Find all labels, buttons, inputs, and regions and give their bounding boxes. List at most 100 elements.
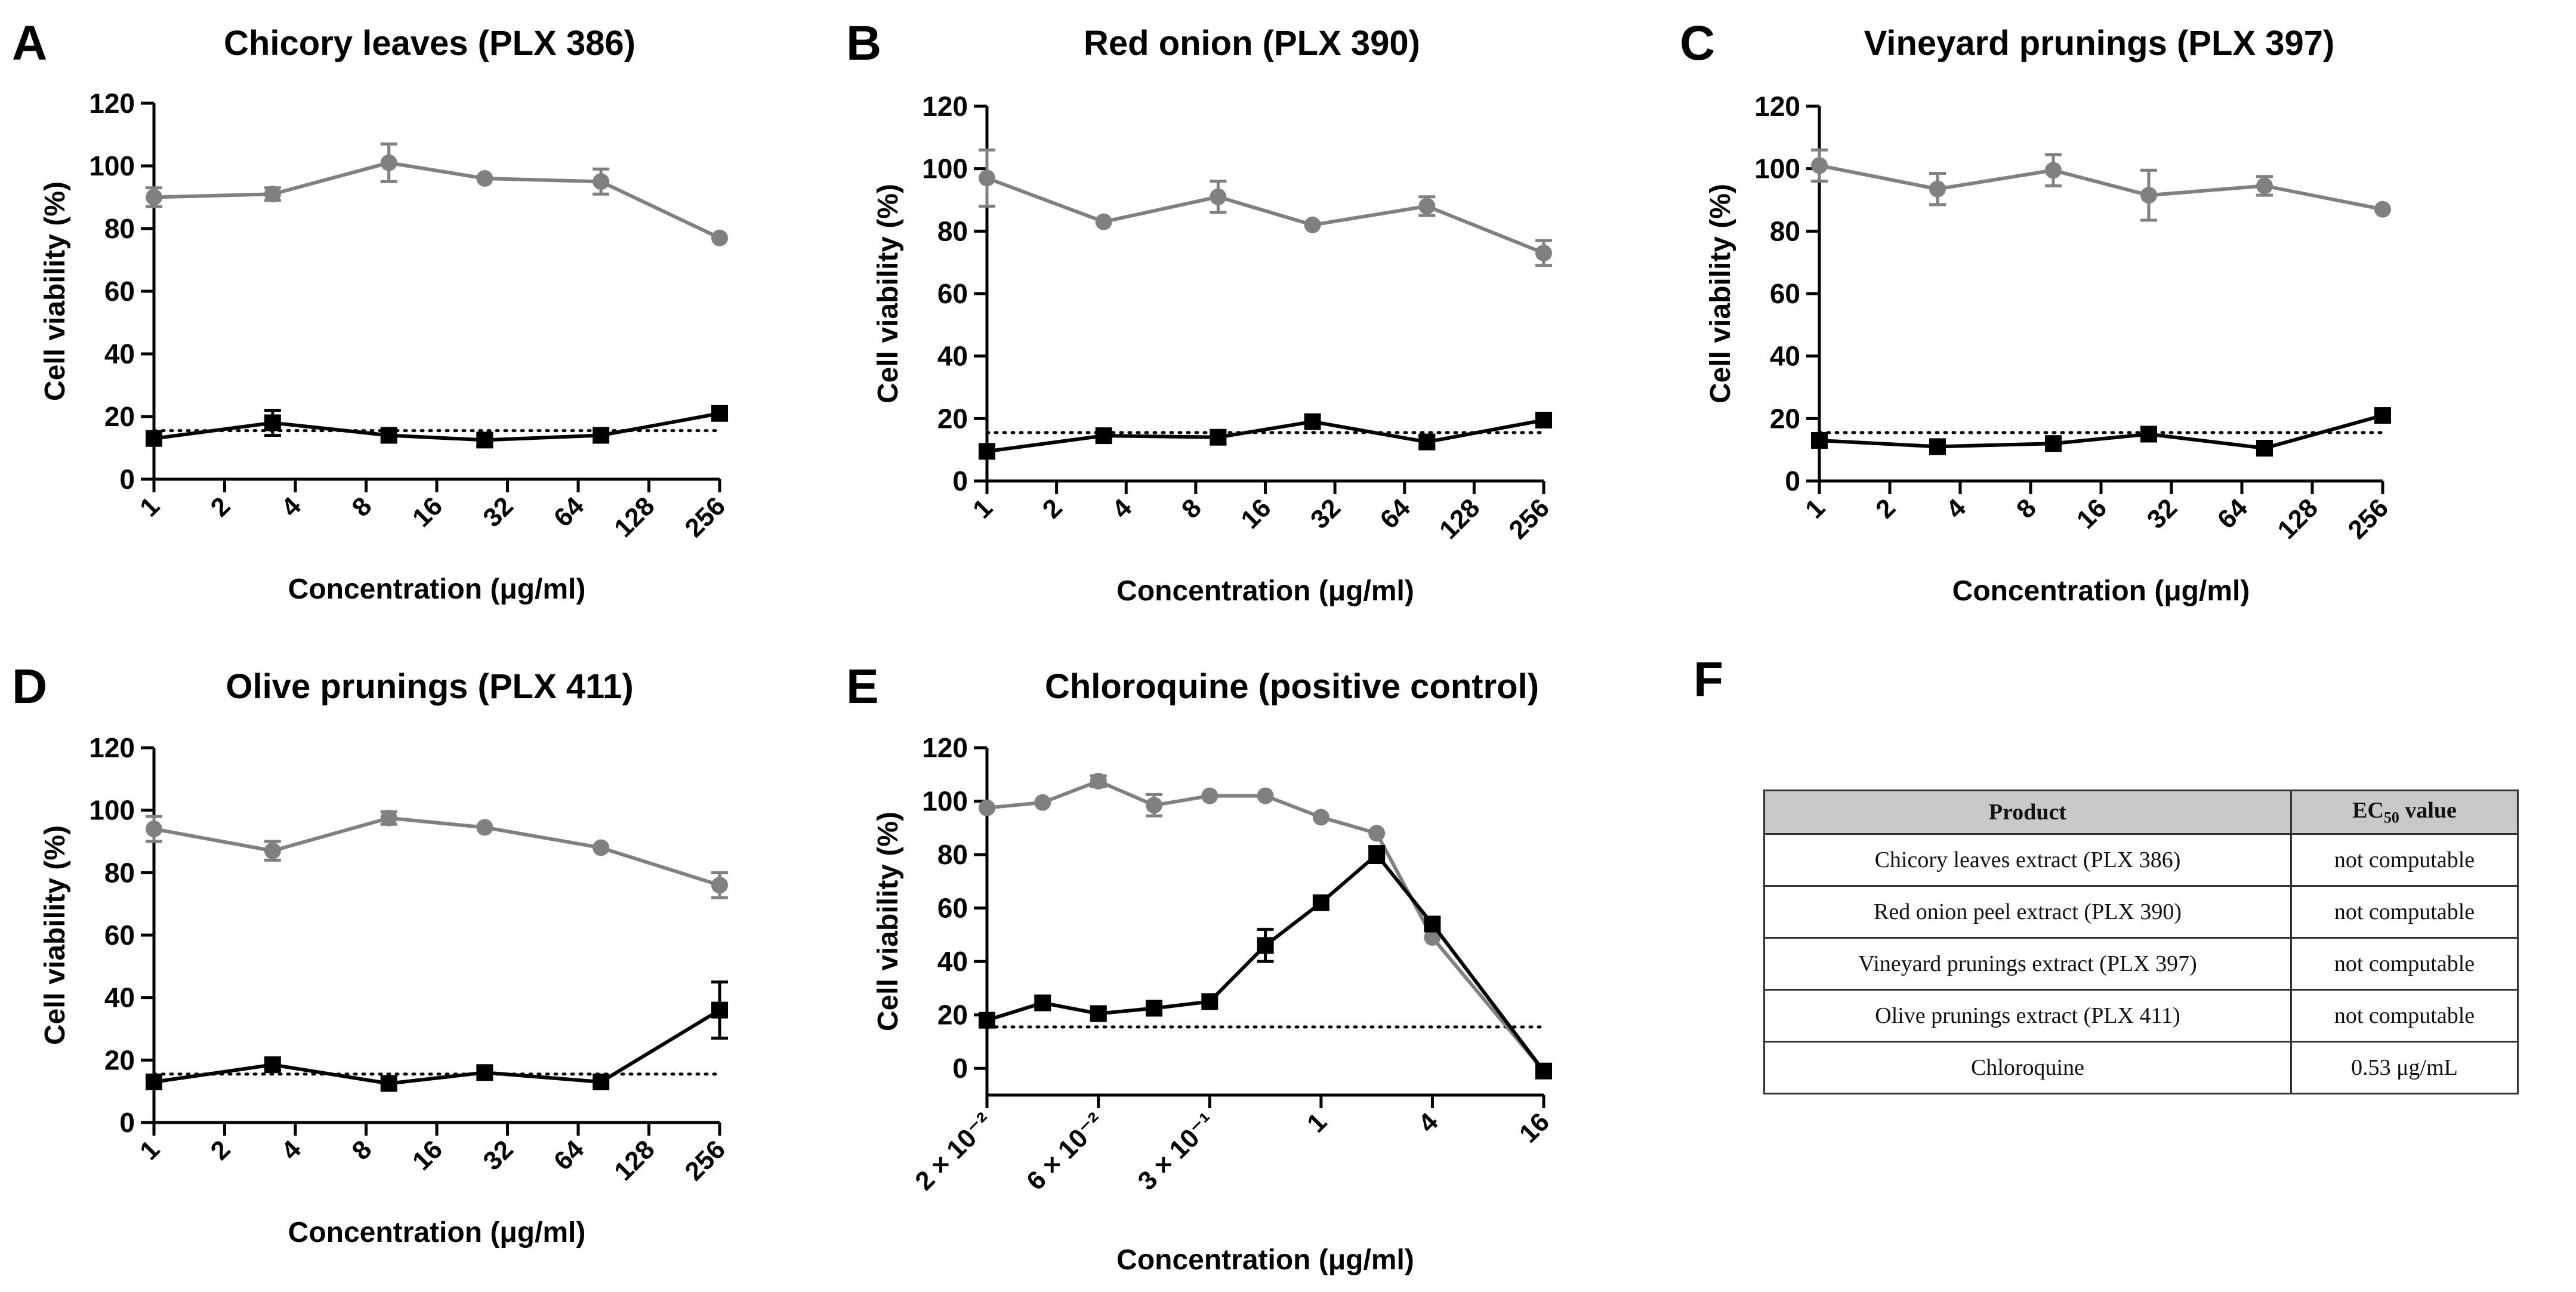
data-point — [1418, 433, 1436, 451]
data-point — [593, 839, 610, 856]
y-tick-label: 20 — [1770, 403, 1800, 434]
ec50-cell: 0.53 μg/mL — [2290, 1041, 2519, 1094]
product-cell: Chicory leaves extract (PLX 386) — [1763, 833, 2292, 887]
chart-title: Chicory leaves (PLX 386) — [224, 24, 635, 63]
y-tick-label: 100 — [89, 150, 135, 181]
chart-panel-e: E Chloroquine (positive control) 0 20 40 60 80… — [846, 659, 1555, 1276]
data-point — [380, 427, 397, 444]
y-tick-label: 60 — [937, 893, 968, 924]
data-point — [264, 414, 281, 431]
y-tick-label: 80 — [937, 839, 968, 870]
x-tick-label: 6 × 10⁻² — [1021, 1107, 1110, 1196]
y-tick-label: 0 — [119, 464, 135, 495]
data-point — [1146, 1000, 1163, 1017]
chart-panel-c: C Vineyard prunings (PLX 397) 0 20 40 60 80 100… — [1680, 16, 2394, 607]
y-tick-label: 20 — [104, 1044, 135, 1075]
panel-letter: D — [12, 659, 47, 714]
y-tick-label: 60 — [1770, 278, 1800, 309]
y-tick-label: 20 — [937, 1000, 968, 1031]
data-point — [1811, 157, 1828, 174]
data-point — [2044, 162, 2062, 179]
series-line — [986, 176, 1545, 255]
data-point — [2256, 440, 2273, 457]
x-tick-label: 32 — [477, 491, 519, 532]
x-tick-label: 32 — [477, 1134, 519, 1176]
data-point — [1034, 794, 1051, 811]
chart-title: Vineyard prunings (PLX 397) — [1864, 24, 2335, 63]
y-axis-label: Cell viability (%) — [872, 812, 904, 1031]
data-point — [146, 189, 162, 206]
data-point — [979, 169, 995, 187]
x-tick-label: 64 — [548, 1134, 590, 1176]
x-tick-label: 4 — [276, 1134, 307, 1165]
data-point — [1201, 787, 1218, 804]
x-tick-label: 2 — [205, 491, 236, 522]
data-point — [1090, 1005, 1107, 1022]
table-row: Vineyard prunings extract (PLX 397) not c… — [1763, 937, 2519, 991]
panel-letter: B — [846, 16, 881, 70]
series-line — [153, 411, 720, 442]
table-row: Chicory leaves extract (PLX 386) not comp… — [1763, 833, 2519, 887]
y-tick-label: 80 — [104, 213, 135, 244]
data-point — [979, 799, 995, 816]
series-black-squares — [146, 980, 728, 1092]
x-tick-label: 8 — [2011, 493, 2042, 524]
x-tick-label: 4 — [1413, 1107, 1444, 1138]
y-axis-label: Cell viability (%) — [39, 825, 71, 1045]
data-point — [2140, 187, 2158, 204]
panel-letter: A — [12, 16, 47, 70]
data-point — [380, 1075, 397, 1092]
x-tick-label: 128 — [1434, 493, 1486, 545]
y-tick-label: 120 — [922, 91, 968, 122]
y-tick-label: 40 — [937, 946, 968, 977]
x-tick-label: 4 — [276, 491, 307, 522]
data-point — [2374, 201, 2391, 218]
panel-letter: C — [1680, 16, 1715, 70]
x-tick-label: 1 — [1800, 493, 1831, 524]
table-row: Chloroquine 0.53 μg/mL — [1763, 1041, 2519, 1094]
data-point — [1535, 1062, 1552, 1080]
data-point — [476, 819, 493, 836]
table-row: Olive prunings extract (PLX 411) not comp… — [1763, 989, 2519, 1043]
data-point — [593, 173, 610, 190]
y-tick-label: 120 — [922, 732, 968, 763]
chart-panel-a: A Chicory leaves (PLX 386) 0 20 40 60 80 100 120… — [12, 16, 731, 605]
data-point — [1257, 787, 1274, 804]
x-tick-label: 4 — [1106, 493, 1137, 524]
data-point — [2140, 425, 2158, 443]
y-tick-label: 40 — [104, 338, 135, 369]
x-tick-label: 1 — [134, 491, 165, 522]
data-point — [1929, 438, 1946, 455]
series-gray-circles — [146, 142, 728, 246]
data-point — [1095, 213, 1112, 230]
x-axis-label: Concentration (μg/ml) — [1116, 575, 1414, 607]
x-tick-label: 16 — [407, 491, 448, 532]
y-tick-label: 80 — [1770, 215, 1800, 246]
ec50-cell: not computable — [2290, 885, 2519, 939]
ec50-table: Product EC50 value Chicory leaves extrac… — [1763, 790, 2519, 1094]
x-axis-label: Concentration (μg/ml) — [288, 1217, 586, 1248]
x-axis-label: Concentration (μg/ml) — [1952, 575, 2250, 607]
series-line — [153, 1009, 721, 1086]
data-point — [1095, 427, 1112, 445]
header-product: Product — [1763, 790, 2292, 835]
x-tick-label: 16 — [1514, 1107, 1555, 1148]
data-point — [1304, 216, 1321, 233]
data-point — [979, 1012, 995, 1029]
data-point — [1535, 411, 1552, 428]
x-tick-label: 16 — [407, 1134, 448, 1176]
data-point — [380, 154, 397, 171]
y-axis-label: Cell viability (%) — [39, 181, 71, 401]
data-point — [146, 1073, 162, 1090]
series-line — [1819, 414, 2383, 451]
y-tick-label: 120 — [1754, 91, 1800, 122]
x-tick-label: 16 — [2071, 493, 2112, 534]
data-point — [264, 1056, 281, 1074]
y-tick-label: 100 — [922, 153, 968, 184]
x-tick-label: 2 — [205, 1134, 236, 1165]
data-point — [2374, 407, 2391, 424]
x-tick-label: 128 — [609, 491, 661, 543]
data-point — [264, 186, 281, 203]
series-gray-circles — [979, 772, 1552, 1080]
y-tick-label: 80 — [104, 857, 135, 888]
